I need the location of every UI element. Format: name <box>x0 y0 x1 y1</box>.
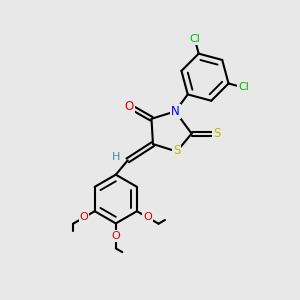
Text: H: H <box>112 152 121 162</box>
Text: S: S <box>173 144 180 158</box>
Text: O: O <box>143 212 152 223</box>
Text: S: S <box>213 127 220 140</box>
Text: O: O <box>80 212 88 223</box>
Text: O: O <box>124 100 134 113</box>
Text: Cl: Cl <box>189 34 200 44</box>
Text: N: N <box>171 105 180 118</box>
Text: O: O <box>111 231 120 241</box>
Text: Cl: Cl <box>238 82 249 92</box>
